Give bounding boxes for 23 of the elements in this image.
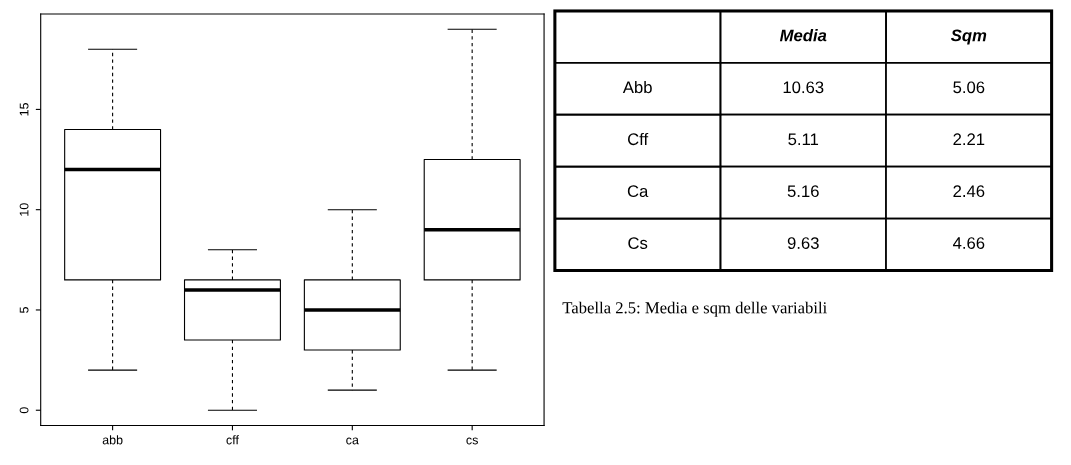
- data-label: 2.46: [953, 185, 985, 198]
- data-label: 9.63: [787, 237, 819, 249]
- data-label: 5.16: [787, 185, 819, 198]
- x-tick-label: abb: [102, 435, 123, 445]
- y-tick-label: Cff: [628, 132, 649, 146]
- y-tick-label: Cs: [628, 237, 648, 249]
- data-label: 2.21: [953, 133, 985, 145]
- y-tick-label: Abb: [622, 80, 652, 94]
- y-tick-label: 10: [19, 203, 29, 216]
- text: Tabella 2.5: Media e sqm delle variabili: [562, 301, 827, 317]
- y-tick-label: 0: [19, 407, 29, 414]
- x-tick-label: Media: [779, 29, 827, 42]
- x-tick-label: Sqm: [950, 29, 987, 45]
- y-tick-label: Ca: [627, 185, 649, 198]
- data-label: 4.66: [953, 237, 985, 249]
- x-tick-label: cs: [466, 437, 478, 445]
- data-label: 5.11: [788, 133, 819, 146]
- x-tick-label: cff: [226, 435, 239, 445]
- y-tick-label: 15: [19, 102, 29, 116]
- x-tick-label: ca: [346, 437, 359, 445]
- data-label: 5.06: [953, 81, 985, 94]
- data-label: 10.63: [783, 81, 824, 94]
- y-tick-label: 5: [19, 307, 29, 313]
